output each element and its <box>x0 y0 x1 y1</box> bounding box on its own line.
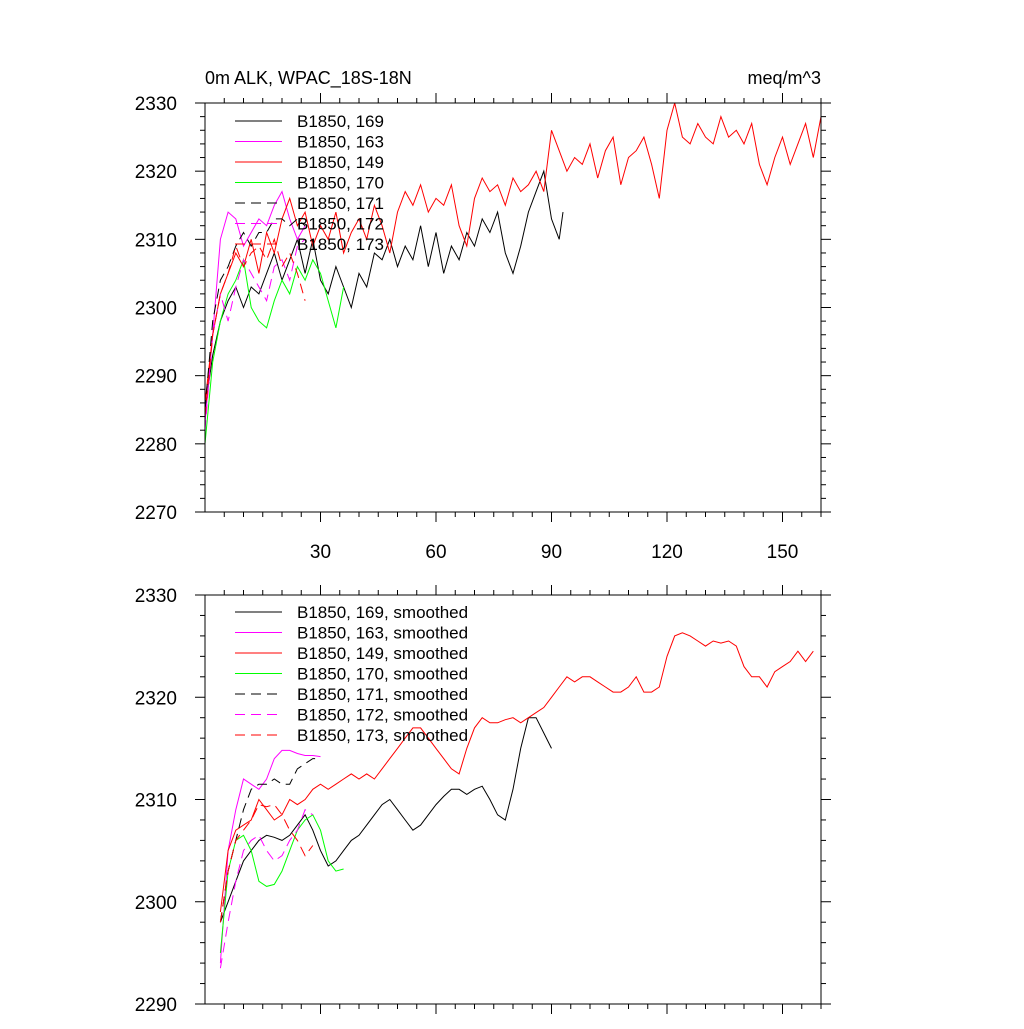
series-line-2 <box>204 102 822 403</box>
series-line-1 <box>219 749 321 964</box>
y-tick-label: 2320 <box>135 688 177 709</box>
legend-label: B1850, 169 <box>297 112 384 131</box>
y-tick-label: 2320 <box>135 162 177 183</box>
units-label: meq/m^3 <box>748 68 821 88</box>
y-tick-label: 2280 <box>135 435 177 456</box>
legend-label: B1850, 163 <box>297 133 384 152</box>
series-line-3 <box>219 814 344 953</box>
legend-label: B1850, 171 <box>297 194 384 213</box>
series-line-4 <box>219 758 321 923</box>
y-tick-label: 2310 <box>135 791 177 812</box>
legend-label: B1850, 172, smoothed <box>297 706 468 725</box>
legend-label: B1850, 173, smoothed <box>297 726 468 745</box>
panel-title: 0m ALK, WPAC_18S-18N <box>205 68 412 89</box>
series-line-5 <box>204 238 306 431</box>
legend-label: B1850, 170, smoothed <box>297 665 468 684</box>
tick-group: 2290 2300 2310 2320 2330 <box>135 585 831 1016</box>
x-tick-label: 150 <box>767 542 799 563</box>
plot-frame <box>204 102 822 513</box>
legend-label: B1850, 163, smoothed <box>297 624 468 643</box>
bottom-panel: 2290 2300 2310 2320 2330 B1850, 169, smoothe… <box>135 585 831 1016</box>
legend-label: B1850, 149, smoothed <box>297 644 468 663</box>
series-line-0 <box>204 169 564 410</box>
x-tick-label: 30 <box>310 542 331 563</box>
series-line-6 <box>204 237 306 417</box>
plot-frame <box>204 594 822 1005</box>
series-line-3 <box>204 257 345 444</box>
y-tick-label: 2310 <box>135 230 177 251</box>
series-line-6 <box>219 804 314 923</box>
x-tick-label: 90 <box>541 542 562 563</box>
tick-group: 2270 2280 2290 2300 2310 2320 2330 30 60 90 120 150 <box>135 93 831 563</box>
y-tick-label: 2290 <box>135 367 177 388</box>
legend: B1850, 169, smoothed B1850, 163, smoothed… <box>235 603 468 745</box>
series-line-0 <box>219 717 552 923</box>
legend-label: B1850, 172 <box>297 215 384 234</box>
top-panel: 0m ALK, WPAC_18S-18N meq/m^3 2270 2280 229… <box>135 68 831 563</box>
legend-label: B1850, 169, smoothed <box>297 603 468 622</box>
y-tick-label: 2330 <box>135 94 177 115</box>
series-group <box>204 102 822 444</box>
series-line-2 <box>219 632 814 913</box>
y-tick-label: 2270 <box>135 503 177 524</box>
x-tick-label: 60 <box>425 542 446 563</box>
legend-label: B1850, 149 <box>297 153 384 172</box>
legend-label: B1850, 170 <box>297 174 384 193</box>
legend-label: B1850, 171, smoothed <box>297 685 468 704</box>
series-group <box>219 632 814 969</box>
series-line-4 <box>204 218 306 410</box>
y-tick-label: 2300 <box>135 299 177 320</box>
legend-label: B1850, 173 <box>297 235 384 254</box>
y-tick-label: 2300 <box>135 893 177 914</box>
y-tick-label: 2290 <box>135 995 177 1016</box>
x-tick-label: 120 <box>651 542 683 563</box>
series-line-5 <box>219 808 314 969</box>
series-line-1 <box>204 190 306 424</box>
y-tick-label: 2330 <box>135 586 177 607</box>
